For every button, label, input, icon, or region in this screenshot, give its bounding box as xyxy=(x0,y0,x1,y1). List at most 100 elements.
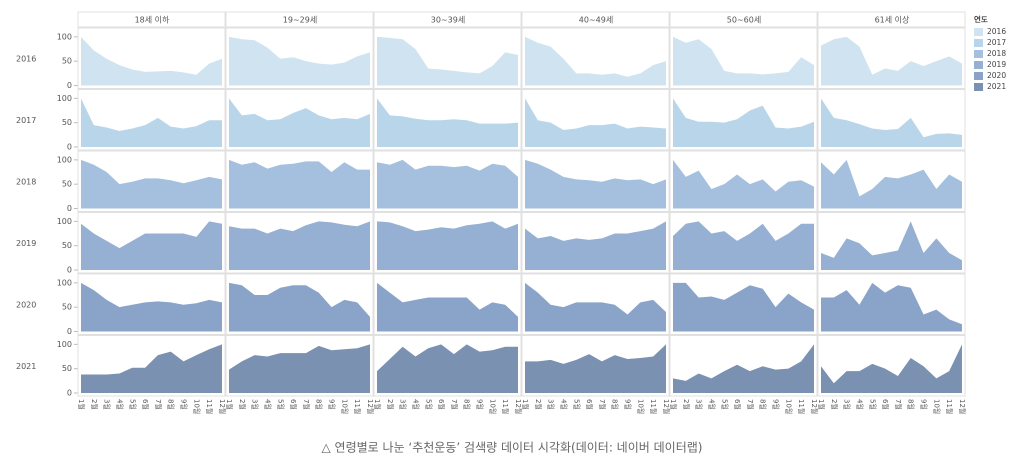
legend-swatch xyxy=(974,28,983,36)
y-tick-label: 100 xyxy=(57,32,72,41)
legend-label: 2020 xyxy=(987,71,1006,80)
x-tick-label: 1월 xyxy=(225,399,234,410)
x-tick-label: 3월 xyxy=(547,399,556,410)
area xyxy=(673,344,814,393)
x-tick-label: 12월 xyxy=(514,399,523,414)
x-tick-label: 5월 xyxy=(572,399,581,410)
row-label: 2020 xyxy=(16,300,36,309)
x-tick-label: 3월 xyxy=(103,399,112,410)
area xyxy=(525,282,666,332)
area xyxy=(673,221,814,270)
area xyxy=(673,98,814,147)
row-label: 2017 xyxy=(16,116,36,125)
legend-swatch xyxy=(974,83,983,91)
area xyxy=(821,344,962,393)
x-tick-label: 4월 xyxy=(263,399,272,410)
column-header: 18세 이하 xyxy=(135,15,170,25)
x-tick-label: 8월 xyxy=(167,399,176,410)
y-tick-label: 100 xyxy=(57,217,72,226)
x-tick-label: 11월 xyxy=(649,399,658,414)
area xyxy=(525,98,666,147)
x-tick-label: 8월 xyxy=(907,399,916,410)
legend-label: 2017 xyxy=(987,38,1006,47)
area xyxy=(229,36,370,86)
area xyxy=(525,344,666,393)
x-tick-label: 10월 xyxy=(932,399,941,414)
x-tick-label: 9월 xyxy=(920,399,929,410)
legend-swatch xyxy=(974,72,983,80)
x-tick-label: 12월 xyxy=(958,399,967,414)
x-tick-label: 8월 xyxy=(315,399,324,410)
column-header: 50~60세 xyxy=(727,16,761,25)
legend-label: 2018 xyxy=(987,49,1006,58)
y-tick-label: 50 xyxy=(62,180,72,189)
x-tick-label: 7월 xyxy=(746,399,755,410)
x-tick-label: 2월 xyxy=(386,399,395,410)
area xyxy=(821,282,962,332)
x-tick-label: 11월 xyxy=(797,399,806,414)
x-tick-label: 12월 xyxy=(810,399,819,414)
x-tick-label: 2월 xyxy=(238,399,247,410)
y-tick-label: 0 xyxy=(67,81,72,90)
x-tick-label: 7월 xyxy=(450,399,459,410)
y-tick-label: 100 xyxy=(57,94,72,103)
area xyxy=(81,159,222,209)
area xyxy=(673,36,814,86)
area xyxy=(377,98,518,147)
area xyxy=(229,344,370,393)
x-tick-label: 1월 xyxy=(373,399,382,410)
x-tick-label: 6월 xyxy=(289,399,298,410)
x-tick-label: 1월 xyxy=(817,399,826,410)
area xyxy=(377,36,518,86)
x-tick-label: 2월 xyxy=(830,399,839,410)
x-tick-label: 8월 xyxy=(759,399,768,410)
area xyxy=(377,221,518,270)
area xyxy=(229,98,370,147)
header-cell xyxy=(225,11,374,28)
header-cell xyxy=(521,11,670,28)
x-tick-label: 5월 xyxy=(424,399,433,410)
header-cell xyxy=(669,11,818,28)
column-header: 19~29세 xyxy=(283,16,317,25)
x-tick-label: 5월 xyxy=(128,399,137,410)
area xyxy=(673,282,814,332)
header-cell xyxy=(817,11,966,28)
x-tick-label: 12월 xyxy=(662,399,671,414)
x-tick-label: 12월 xyxy=(366,399,375,414)
x-tick-label: 11월 xyxy=(501,399,510,414)
x-tick-label: 10월 xyxy=(192,399,201,414)
y-tick-label: 0 xyxy=(67,389,72,398)
x-tick-label: 1월 xyxy=(669,399,678,410)
legend-label: 2016 xyxy=(987,27,1006,36)
x-tick-label: 6월 xyxy=(881,399,890,410)
x-tick-label: 4월 xyxy=(411,399,420,410)
row-label: 2018 xyxy=(16,177,36,186)
column-header: 61세 이상 xyxy=(875,15,910,25)
area xyxy=(821,36,962,86)
area xyxy=(81,36,222,86)
y-tick-label: 0 xyxy=(67,327,72,336)
area xyxy=(377,159,518,209)
x-tick-label: 1월 xyxy=(521,399,530,410)
x-tick-label: 4월 xyxy=(115,399,124,410)
x-tick-label: 4월 xyxy=(707,399,716,410)
x-tick-label: 3월 xyxy=(251,399,260,410)
legend-swatch xyxy=(974,50,983,58)
x-tick-label: 6월 xyxy=(585,399,594,410)
caption: △ 연령별로 나눈 ‘추천운동’ 검색량 데이터 시각화(데이터: 네이버 데이… xyxy=(322,440,703,455)
x-tick-label: 10월 xyxy=(488,399,497,414)
x-tick-label: 2월 xyxy=(534,399,543,410)
x-tick-label: 6월 xyxy=(733,399,742,410)
x-tick-label: 7월 xyxy=(154,399,163,410)
x-tick-label: 6월 xyxy=(437,399,446,410)
x-tick-label: 11월 xyxy=(945,399,954,414)
area xyxy=(821,221,962,270)
y-tick-label: 100 xyxy=(57,278,72,287)
area xyxy=(821,98,962,147)
x-tick-label: 7월 xyxy=(894,399,903,410)
area xyxy=(525,36,666,86)
x-tick-label: 10월 xyxy=(340,399,349,414)
x-tick-label: 9월 xyxy=(476,399,485,410)
x-tick-label: 3월 xyxy=(843,399,852,410)
